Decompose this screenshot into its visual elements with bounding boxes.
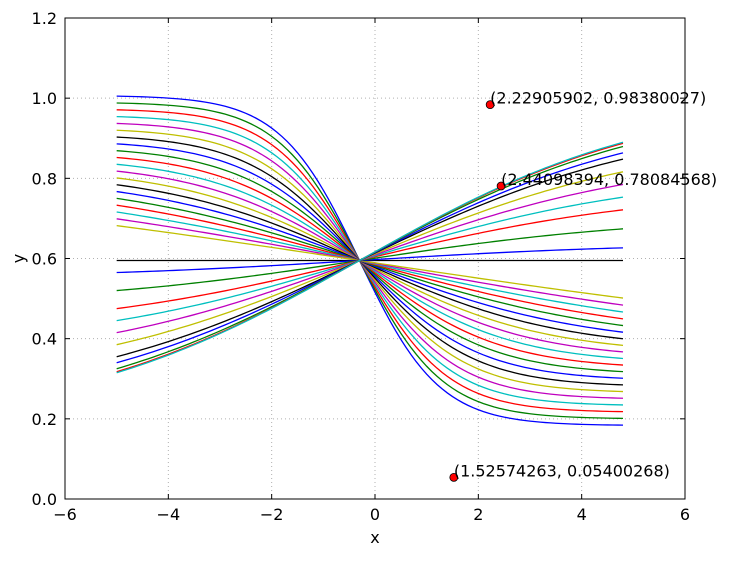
points-layer: (2.22905902, 0.98380027) (2.44098394, 0.7…	[449, 89, 717, 482]
point-annotation: (2.22905902, 0.98380027)	[490, 89, 706, 108]
x-tick-label: 0	[370, 505, 380, 524]
y-tick-label: 0.6	[32, 250, 57, 269]
marked-point	[496, 181, 506, 191]
series-line	[116, 150, 624, 373]
ticks-layer: −6 −4 −2 0 2 4 6 0.0 0.2 0.4 0.6 0.8 1.0 1.2	[32, 9, 691, 524]
series-line	[116, 109, 624, 413]
series-line	[116, 247, 624, 274]
series-line	[116, 163, 624, 360]
series-line	[116, 136, 624, 386]
marked-point	[449, 472, 459, 482]
lines-layer	[116, 95, 624, 426]
x-tick-label: −2	[260, 505, 284, 524]
series-line	[116, 95, 624, 426]
x-tick-label: 4	[577, 505, 587, 524]
series-line	[116, 224, 624, 299]
y-tick-label: 0.4	[32, 330, 57, 349]
point-annotation: (1.52574263, 0.05400268)	[454, 461, 670, 480]
x-axis-label: x	[370, 528, 379, 547]
series-line	[116, 102, 624, 420]
y-tick-label: 0.8	[32, 169, 57, 188]
series-line	[116, 228, 624, 292]
x-tick-label: −6	[53, 505, 77, 524]
y-tick-label: 0.0	[32, 490, 57, 509]
series-line	[116, 177, 624, 346]
x-tick-label: 2	[473, 505, 483, 524]
series-line	[116, 115, 624, 406]
x-tick-label: 6	[680, 505, 690, 524]
marked-point	[485, 100, 495, 110]
y-axis-label: y	[9, 254, 28, 263]
series-line	[116, 122, 624, 399]
series-line	[116, 129, 624, 393]
series-line	[116, 156, 624, 366]
y-tick-label: 1.2	[32, 9, 57, 28]
x-tick-label: −4	[157, 505, 181, 524]
point-annotation: (2.44098394, 0.78084568)	[501, 170, 717, 189]
series-line	[116, 141, 624, 374]
y-tick-label: 0.2	[32, 410, 57, 429]
y-tick-label: 1.0	[32, 89, 57, 108]
series-line	[116, 170, 624, 353]
series-line	[116, 143, 624, 379]
